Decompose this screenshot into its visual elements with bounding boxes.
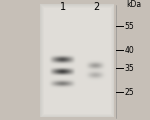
Text: 1: 1 [60,2,66,12]
Text: 55: 55 [124,22,134,31]
Text: 40: 40 [124,46,134,55]
Text: 25: 25 [124,88,134,97]
Text: 2: 2 [93,2,99,12]
Text: kDa: kDa [126,0,141,9]
Text: 35: 35 [124,64,134,73]
